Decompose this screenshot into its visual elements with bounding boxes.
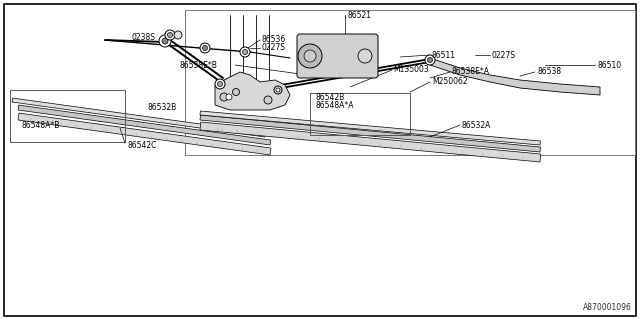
Text: 86542B: 86542B [315,93,344,102]
Circle shape [226,94,232,100]
Circle shape [215,79,225,89]
Text: 86548A*B: 86548A*B [22,121,60,130]
Circle shape [159,35,171,47]
Polygon shape [18,105,271,145]
Circle shape [168,33,173,37]
Text: 86510: 86510 [597,60,621,69]
Text: M250062: M250062 [432,77,468,86]
Text: 86538E*B: 86538E*B [180,60,218,69]
Text: A870001096: A870001096 [583,303,632,312]
Circle shape [264,96,272,104]
Bar [310,93,410,135]
Bar [185,10,635,155]
Polygon shape [200,122,541,162]
Circle shape [358,49,372,63]
Polygon shape [430,58,600,95]
FancyBboxPatch shape [297,34,378,78]
Polygon shape [200,115,540,152]
Circle shape [232,89,239,95]
Circle shape [200,43,210,53]
Circle shape [162,38,168,44]
Circle shape [276,88,280,92]
Text: 86532B: 86532B [148,102,177,111]
Text: 0227S: 0227S [262,44,286,52]
Text: 86536: 86536 [262,36,286,44]
Circle shape [274,86,282,94]
Circle shape [174,31,182,39]
Circle shape [428,58,433,62]
Text: 86538: 86538 [537,68,561,76]
Circle shape [165,30,175,40]
Polygon shape [18,113,271,155]
Text: 0238S: 0238S [132,34,156,43]
Circle shape [220,93,228,101]
Circle shape [218,82,223,86]
Text: 86532A: 86532A [462,121,492,130]
Circle shape [425,55,435,65]
Text: 86511: 86511 [432,51,456,60]
Text: 86538E*A: 86538E*A [452,68,490,76]
Polygon shape [200,111,540,145]
Text: 86521: 86521 [348,11,372,20]
Circle shape [304,50,316,62]
Bar [10,90,125,142]
Circle shape [298,44,322,68]
Polygon shape [215,72,290,110]
Text: 86542C: 86542C [127,140,156,149]
Circle shape [243,50,248,54]
Text: 0227S: 0227S [492,51,516,60]
Polygon shape [12,98,266,137]
Circle shape [240,47,250,57]
Bar [355,42,375,70]
Text: M135003: M135003 [393,66,429,75]
Text: 86548A*A: 86548A*A [315,100,353,109]
Circle shape [202,45,207,51]
